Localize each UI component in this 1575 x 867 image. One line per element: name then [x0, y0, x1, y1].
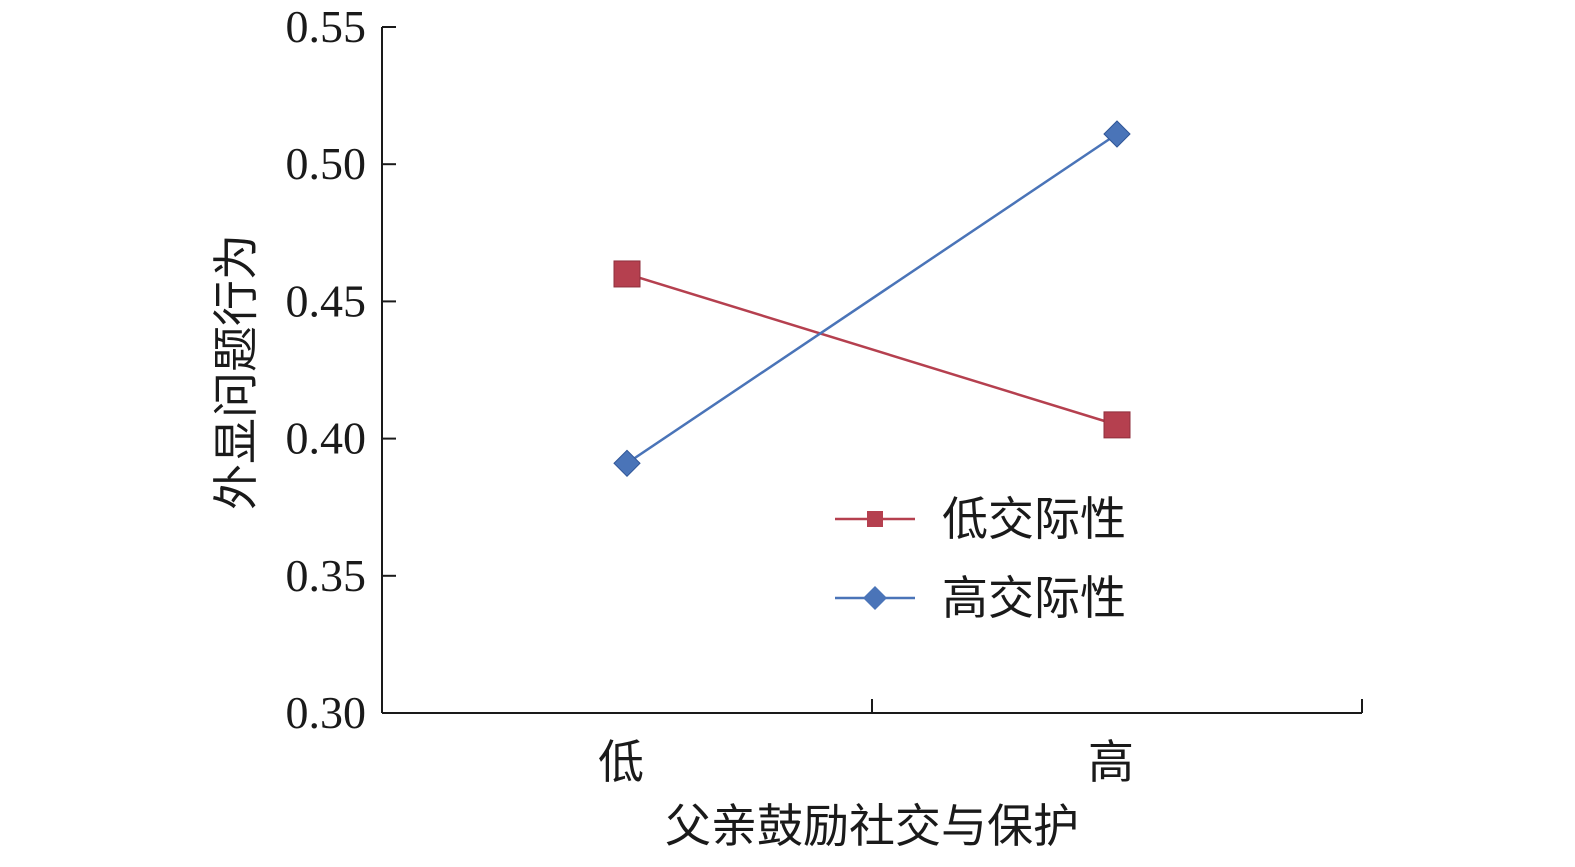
data-point-diamond	[1103, 120, 1131, 148]
y-tick-label: 0.50	[286, 138, 367, 189]
legend-label: 低交际性	[942, 494, 1126, 545]
x-category-label: 低	[598, 737, 644, 788]
y-tick-label: 0.45	[286, 275, 367, 326]
legend-item-2: 高交际性	[835, 573, 1126, 624]
x-category-label: 高	[1088, 737, 1134, 788]
x-category-labels: 低高	[598, 737, 1134, 788]
y-tick-label: 0.30	[286, 687, 367, 738]
series-line	[626, 132, 1118, 465]
series-2	[613, 120, 1131, 478]
legend-square-marker	[867, 511, 883, 527]
y-tick-label: 0.55	[286, 1, 367, 52]
y-axis-title: 外显问题行为	[211, 234, 262, 510]
y-tick-label: 0.40	[286, 413, 367, 464]
legend-label: 高交际性	[942, 573, 1126, 624]
series-layer	[613, 120, 1131, 478]
x-axis-title: 父亲鼓励社交与保护	[665, 801, 1079, 852]
series-1	[613, 260, 1131, 439]
y-tick-label: 0.35	[286, 550, 367, 601]
data-point-square	[613, 260, 641, 288]
legend-item-1: 低交际性	[835, 494, 1126, 545]
data-point-diamond	[613, 449, 641, 478]
axes	[381, 27, 1363, 714]
data-point-square	[1103, 411, 1131, 439]
legend-diamond-marker	[863, 586, 887, 610]
series-line	[626, 272, 1118, 427]
y-ticks: 0.30 0.35 0.40 0.45 0.50 0.55	[286, 1, 396, 738]
